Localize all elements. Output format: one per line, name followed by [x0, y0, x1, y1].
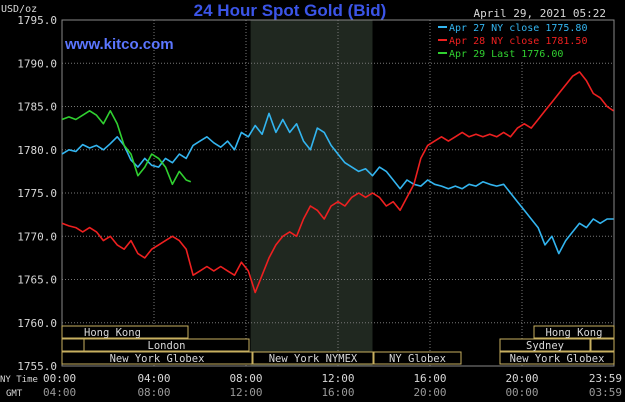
y-tick-label: 1770.0	[17, 230, 57, 243]
x-tick-label-gmt: 12:00	[229, 386, 262, 399]
x-tick-label-ny: 04:00	[137, 372, 170, 385]
x-tick-label-ny: 23:59	[589, 372, 622, 385]
x-axis: 00:0004:0004:0008:0008:0012:0012:0016:00…	[43, 372, 622, 399]
legend-item-apr29: Apr 29 Last 1776.00	[438, 49, 563, 60]
session-bar	[533, 325, 615, 339]
x-tick-label-ny: 12:00	[321, 372, 354, 385]
x-tick-label-ny: 16:00	[413, 372, 446, 385]
legend-item-apr28: Apr 28 NY close 1781.50	[438, 36, 587, 47]
x-tick-label-ny: 20:00	[505, 372, 538, 385]
legend-label-apr28: Apr 28 NY close 1781.50	[449, 36, 587, 47]
plot-frame	[61, 19, 615, 367]
y-axis: 1795.0 1790.0 1785.0 1780.0 1775.0 1770.0 1765…	[17, 14, 57, 373]
session-label: NY Globex	[389, 353, 446, 365]
legend-box	[433, 22, 613, 60]
y-tick-label: 1785.0	[17, 101, 57, 114]
session-label: Sydney	[526, 340, 564, 352]
series-line-apr-27	[61, 112, 614, 255]
legend-label-apr27: Apr 27 NY close 1775.80	[449, 23, 587, 34]
legend: Apr 27 NY close 1775.80 Apr 28 NY close …	[433, 22, 613, 60]
x-tick-label-gmt: 00:00	[505, 386, 538, 399]
x-tick-label-gmt: 20:00	[413, 386, 446, 399]
chart-title: 24 Hour Spot Gold (Bid)	[194, 1, 387, 20]
session-label: New York NYMEX	[269, 353, 358, 365]
x-tick-label-ny: 08:00	[229, 372, 262, 385]
y-tick-label: 1795.0	[17, 14, 57, 27]
legend-item-apr27: Apr 27 NY close 1775.80	[438, 23, 587, 34]
session-bar	[590, 338, 615, 352]
unit-label: USD/oz	[1, 4, 37, 15]
session-label: Hong Kong	[546, 327, 603, 339]
series-line-apr-29	[61, 110, 192, 186]
x-tick-label-ny: 00:00	[43, 372, 76, 385]
session-label: London	[148, 340, 186, 352]
session-bar	[83, 338, 250, 352]
session-label: Hong Kong	[84, 327, 141, 339]
ny-time-label: NY Time	[0, 375, 38, 385]
y-tick-label: 1790.0	[17, 57, 57, 70]
session-bar	[499, 351, 615, 365]
session-bar	[252, 351, 374, 365]
session-bar	[373, 351, 462, 365]
gmt-label: GMT	[6, 389, 23, 399]
session-bar	[499, 338, 591, 352]
y-tick-label: 1775.0	[17, 187, 57, 200]
y-tick-label: 1755.0	[17, 360, 57, 373]
x-tick-label-gmt: 08:00	[137, 386, 170, 399]
x-tick-label-gmt: 03:59	[589, 386, 622, 399]
x-tick-label-gmt: 16:00	[321, 386, 354, 399]
y-tick-label: 1780.0	[17, 144, 57, 157]
session-bar	[61, 325, 189, 339]
series-line-apr-28	[61, 71, 614, 294]
chart-date: April 29, 2021 05:22	[474, 7, 606, 20]
site-label: www.kitco.com	[64, 36, 174, 53]
legend-label-apr29: Apr 29 Last 1776.00	[449, 49, 563, 60]
y-tick-label: 1760.0	[17, 317, 57, 330]
x-tick-label-gmt: 04:00	[43, 386, 76, 399]
session-bar	[61, 351, 253, 365]
series-lines	[61, 71, 614, 294]
session-label: New York Globex	[110, 353, 205, 365]
session-label: New York Globex	[510, 353, 605, 365]
y-tick-label: 1765.0	[17, 274, 57, 287]
session-bar	[61, 338, 85, 352]
